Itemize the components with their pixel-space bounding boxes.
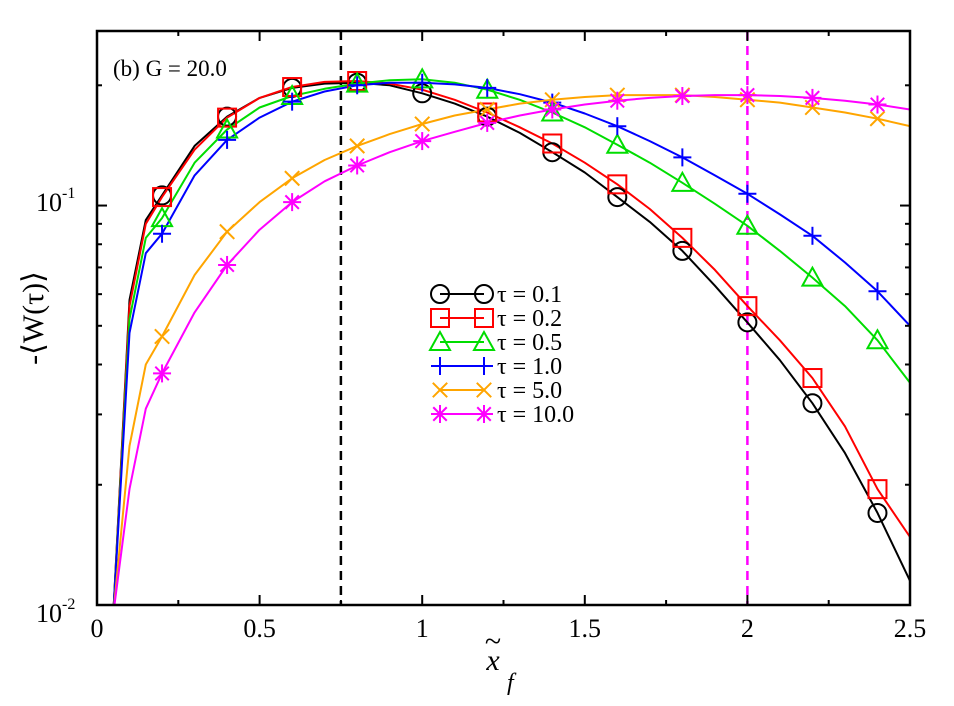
x-tick-label-0: 0 (91, 614, 104, 643)
series-1-point-7 (672, 227, 693, 248)
series-3-point-9 (738, 184, 757, 203)
series-line-1 (112, 80, 910, 605)
legend-entry-5: τ = 10.0 (431, 402, 574, 428)
legend: τ = 0.1τ = 0.2τ = 0.5τ = 1.0τ = 5.0τ = 1… (428, 282, 574, 428)
series-0-point-11 (867, 502, 888, 523)
series-5-point-6 (543, 100, 562, 119)
series-4-point-4 (414, 116, 431, 132)
x-tick-label-4: 2 (741, 614, 754, 643)
legend-label-2: τ = 0.5 (497, 330, 562, 356)
series-1-point-9 (802, 368, 823, 389)
x-axis-title-tilde: ~ (485, 625, 501, 658)
legend-entry-4: τ = 5.0 (432, 378, 562, 404)
legend-label-0: τ = 0.1 (497, 282, 562, 308)
legend-label-1: τ = 0.2 (497, 306, 562, 332)
panel-annotation: (b) G = 20.0 (113, 56, 227, 81)
series-4-point-11 (869, 110, 886, 127)
series-3-point-1 (218, 130, 237, 149)
x-tick-label-5: 2.5 (894, 614, 927, 643)
series-2-point-9 (735, 213, 760, 235)
y-axis-title: -⟨W(τ)⟩ (17, 271, 50, 365)
series-4-point-3 (349, 138, 366, 154)
series-3-point-0 (153, 224, 172, 243)
series-5-point-4 (413, 132, 432, 151)
series-5-point-8 (673, 87, 692, 106)
series-5-point-7 (608, 91, 627, 110)
series-3-point-10 (803, 226, 822, 245)
series-2-point-6 (540, 100, 564, 122)
series-1-point-6 (607, 174, 628, 195)
x-tick-labels: 0 0.5 1 1.5 2 2.5 (91, 614, 927, 643)
series-3-point-4 (413, 73, 432, 92)
series-1-point-10 (867, 479, 888, 500)
series-5-point-1 (218, 255, 237, 274)
series-2-point-10 (800, 265, 825, 287)
x-tick-label-2: 1 (416, 614, 429, 643)
series-3-point-2 (283, 92, 302, 111)
series-0-point-9 (737, 312, 758, 333)
series-4-point-5 (479, 101, 496, 118)
legend-marker-1-b (474, 308, 494, 328)
series-4-point-2 (284, 170, 301, 187)
x-tick-label-1: 0.5 (243, 614, 276, 643)
series-2-point-11 (865, 328, 890, 350)
series-3-point-5 (478, 78, 497, 97)
series-1-point-8 (737, 296, 758, 317)
series-5-point-9 (738, 86, 757, 105)
legend-entry-1: τ = 0.2 (430, 306, 562, 332)
series-0-point-7 (607, 187, 628, 208)
legend-marker-0-a (430, 284, 450, 304)
x-axis-title-subscript: f (507, 670, 517, 696)
legend-entry-2: τ = 0.5 (428, 329, 562, 356)
series-5-point-2 (283, 193, 302, 212)
series-5-point-0 (153, 364, 172, 383)
legend-label-5: τ = 10.0 (497, 402, 574, 428)
legend-marker-0-b (474, 284, 494, 304)
series-5-point-5 (478, 113, 497, 132)
series-3-point-7 (608, 117, 627, 136)
legend-marker-4-a (432, 382, 448, 398)
legend-marker-1-a (430, 308, 450, 328)
series-3-point-11 (868, 282, 887, 301)
series-1-point-1 (217, 107, 238, 128)
legend-marker-2-a (428, 329, 452, 351)
axis-ticks (96, 31, 911, 606)
legend-marker-4-b (476, 382, 492, 398)
series-0-point-8 (672, 240, 693, 261)
legend-marker-5-a (431, 405, 449, 423)
series-4-point-0 (154, 328, 170, 345)
legend-marker-5-b (475, 405, 493, 423)
series-0-point-10 (802, 393, 823, 414)
x-axis-title-base: x (485, 644, 500, 677)
series-5-point-3 (348, 156, 367, 175)
series-2-point-7 (605, 132, 630, 154)
legend-label-4: τ = 5.0 (497, 378, 562, 404)
legend-label-3: τ = 1.0 (497, 354, 562, 380)
y-tick-labels: 10-1 10-2 (36, 185, 75, 628)
series-3-point-8 (673, 148, 692, 167)
legend-entry-0: τ = 0.1 (430, 282, 562, 308)
legend-marker-3-b (475, 357, 493, 375)
series-1-point-5 (542, 133, 563, 154)
x-tick-label-3: 1.5 (569, 614, 602, 643)
y-tick-label-0.01: 10-2 (36, 596, 75, 628)
series-2-point-8 (670, 170, 695, 192)
legend-marker-3-a (431, 357, 449, 375)
series-4-point-1 (219, 223, 235, 240)
series-markers (150, 67, 890, 523)
legend-marker-2-b (472, 329, 496, 351)
series-3-point-3 (348, 76, 367, 95)
series-5-point-10 (803, 88, 822, 107)
reference-lines (339, 31, 749, 605)
y-tick-label-0.1: 10-1 (36, 185, 75, 217)
legend-entry-3: τ = 1.0 (431, 354, 562, 380)
series-5-point-11 (868, 95, 887, 114)
x-axis-title: ~ x f (485, 625, 517, 696)
